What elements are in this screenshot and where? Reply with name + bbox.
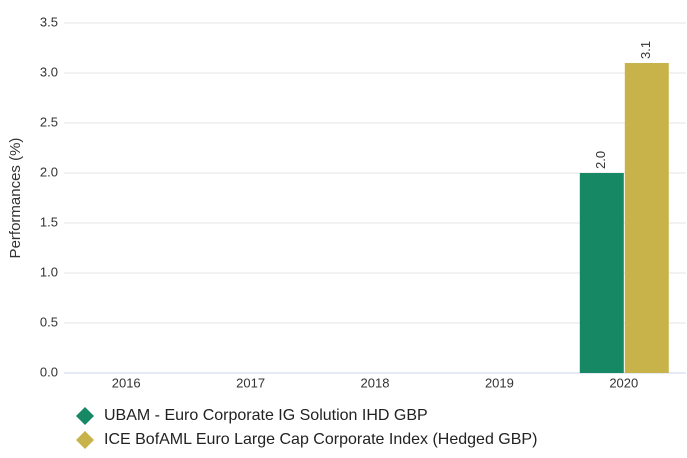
y-tick-label: 2.5 xyxy=(40,114,58,129)
legend-label: UBAM - Euro Corporate IG Solution IHD GB… xyxy=(104,407,428,424)
x-tick-label: 2020 xyxy=(609,375,638,390)
x-tick-label: 2019 xyxy=(485,375,514,390)
y-tick-label: 3.5 xyxy=(40,14,58,29)
legend-label: ICE BofAML Euro Large Cap Corporate Inde… xyxy=(104,431,537,448)
y-tick-label: 3.0 xyxy=(40,64,58,79)
data-label: 2.0 xyxy=(593,151,608,169)
y-tick-label: 1.5 xyxy=(40,214,58,229)
legend-marker xyxy=(76,407,94,425)
data-label: 3.1 xyxy=(638,41,653,59)
y-tick-label: 1.0 xyxy=(40,264,58,279)
y-axis-label: Performances (%) xyxy=(7,138,24,259)
x-tick-label: 2016 xyxy=(112,375,141,390)
bar xyxy=(624,63,669,373)
x-tick-label: 2018 xyxy=(361,375,390,390)
bar xyxy=(579,173,624,373)
x-tick-label: 2017 xyxy=(236,375,265,390)
legend-marker xyxy=(76,431,94,449)
y-tick-label: 0.0 xyxy=(40,364,58,379)
y-tick-label: 0.5 xyxy=(40,314,58,329)
y-tick-label: 2.0 xyxy=(40,164,58,179)
